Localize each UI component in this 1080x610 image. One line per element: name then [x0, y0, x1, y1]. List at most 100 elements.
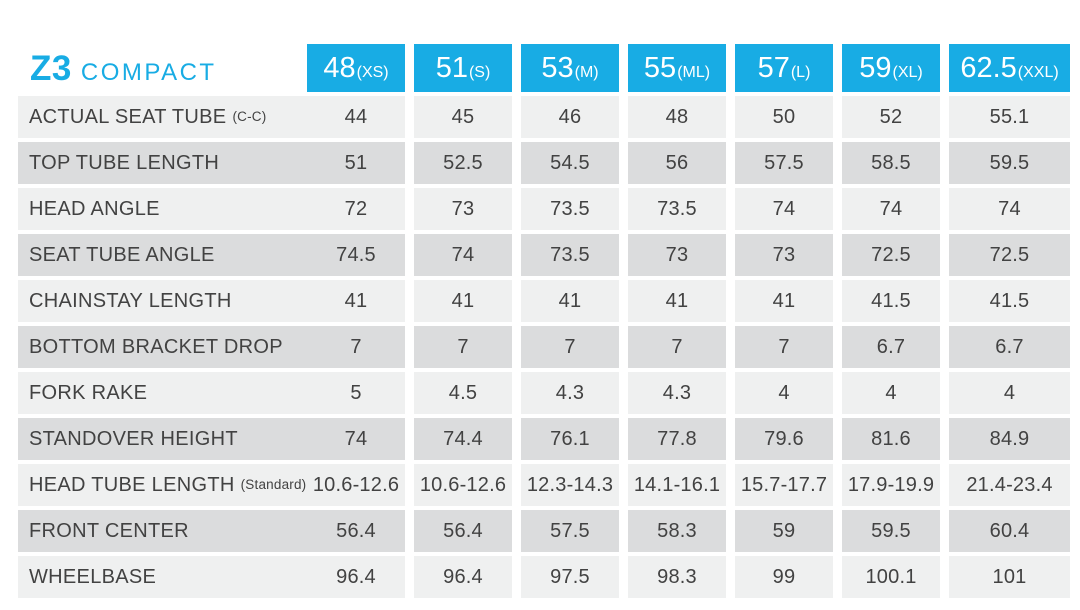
value-cell: 72.5 — [940, 234, 1070, 276]
value-cell: 6.7 — [940, 326, 1070, 368]
value-cell: 15.7-17.7 — [726, 464, 833, 506]
row-label-cell: TOP TUBE LENGTH — [18, 142, 307, 184]
value-cell: 56.4 — [307, 510, 405, 552]
value-cell: 73.5 — [512, 188, 619, 230]
value-cell: 4.5 — [405, 372, 512, 414]
size-header-row: Z3 COMPACT 48 (XS) 51 (S) 53 (M) 55 (ML) 57 (L) 59… — [18, 44, 1070, 92]
value-cell: 52 — [833, 96, 940, 138]
value-cell: 7 — [405, 326, 512, 368]
value-cell: 84.9 — [940, 418, 1070, 460]
size-header-cell: 57 (L) — [726, 44, 833, 92]
value-cell: 7 — [512, 326, 619, 368]
value-cell: 14.1-16.1 — [619, 464, 726, 506]
value-cell: 54.5 — [512, 142, 619, 184]
spec-row: HEAD TUBE LENGTH (Standard) 10.6-12.6 10.6-… — [18, 464, 1070, 506]
size-fit-label: (L) — [790, 63, 811, 81]
size-header-content: 51 (S) — [436, 53, 491, 83]
size-fit-label: (ML) — [677, 63, 711, 81]
row-label-cell: BOTTOM BRACKET DROP — [18, 326, 307, 368]
row-label-cell: FORK RAKE — [18, 372, 307, 414]
size-fit-label: (M) — [574, 63, 599, 81]
value-cell: 73.5 — [619, 188, 726, 230]
value-cell: 7 — [307, 326, 405, 368]
row-label: SEAT TUBE ANGLE — [29, 244, 215, 266]
spec-row: CHAINSTAY LENGTH 41 41 41 41 41 41.5 41.5 — [18, 280, 1070, 322]
row-label-cell: WHEELBASE — [18, 556, 307, 598]
size-header-cell: 48 (XS) — [307, 44, 405, 92]
size-value: 48 — [323, 51, 356, 84]
value-cell: 81.6 — [833, 418, 940, 460]
row-label: HEAD ANGLE — [29, 198, 160, 220]
value-cell: 74 — [307, 418, 405, 460]
value-cell: 74.5 — [307, 234, 405, 276]
value-cell: 44 — [307, 96, 405, 138]
value-cell: 96.4 — [307, 556, 405, 598]
value-cell: 76.1 — [512, 418, 619, 460]
value-cell: 98.3 — [619, 556, 726, 598]
geometry-table: Z3 COMPACT 48 (XS) 51 (S) 53 (M) 55 (ML) 57 (L) 59… — [18, 44, 1070, 598]
value-cell: 74 — [405, 234, 512, 276]
size-header-cell: 53 (M) — [512, 44, 619, 92]
size-value: 59 — [859, 51, 892, 84]
row-label: FORK RAKE — [29, 382, 148, 404]
row-label-cell: HEAD ANGLE — [18, 188, 307, 230]
size-header-content: 62.5 (XXL) — [960, 51, 1058, 84]
size-value: 62.5 — [960, 51, 1017, 84]
size-header-content: 53 (M) — [541, 51, 599, 84]
value-cell: 12.3-14.3 — [512, 464, 619, 506]
value-cell: 52.5 — [405, 142, 512, 184]
row-label-cell: HEAD TUBE LENGTH (Standard) — [18, 464, 307, 506]
value-cell: 58.5 — [833, 142, 940, 184]
value-cell: 41.5 — [833, 280, 940, 322]
value-cell: 48 — [619, 96, 726, 138]
value-cell: 60.4 — [940, 510, 1070, 552]
value-cell: 5 — [307, 372, 405, 414]
value-cell: 58.3 — [619, 510, 726, 552]
spec-rows: ACTUAL SEAT TUBE (C-C) 44 45 46 48 50 52 55.1 TOP… — [18, 96, 1070, 598]
row-label-note: (C-C) — [232, 109, 267, 125]
table-title: Z3 COMPACT — [18, 44, 307, 92]
value-cell: 41 — [512, 280, 619, 322]
model-name: Z3 — [30, 49, 72, 88]
value-cell: 96.4 — [405, 556, 512, 598]
value-cell: 4 — [940, 372, 1070, 414]
value-cell: 73.5 — [512, 234, 619, 276]
value-cell: 59 — [726, 510, 833, 552]
value-cell: 4 — [833, 372, 940, 414]
size-header-cell: 62.5 (XXL) — [940, 44, 1070, 92]
value-cell: 74 — [833, 188, 940, 230]
spec-row: ACTUAL SEAT TUBE (C-C) 44 45 46 48 50 52 55.1 — [18, 96, 1070, 138]
value-cell: 10.6-12.6 — [405, 464, 512, 506]
size-value: 53 — [541, 51, 574, 84]
size-fit-label: (S) — [468, 63, 491, 81]
value-cell: 45 — [405, 96, 512, 138]
value-cell: 51 — [307, 142, 405, 184]
value-cell: 4.3 — [512, 372, 619, 414]
value-cell: 55.1 — [940, 96, 1070, 138]
size-header-content: 59 (XL) — [859, 51, 923, 84]
value-cell: 41 — [405, 280, 512, 322]
value-cell: 46 — [512, 96, 619, 138]
row-label-note: (Standard) — [240, 477, 307, 493]
value-cell: 79.6 — [726, 418, 833, 460]
value-cell: 17.9-19.9 — [833, 464, 940, 506]
value-cell: 74 — [726, 188, 833, 230]
value-cell: 77.8 — [619, 418, 726, 460]
value-cell: 4 — [726, 372, 833, 414]
size-header-cell: 51 (S) — [405, 44, 512, 92]
value-cell: 73 — [619, 234, 726, 276]
spec-row: BOTTOM BRACKET DROP 7 7 7 7 7 6.7 6.7 — [18, 326, 1070, 368]
value-cell: 10.6-12.6 — [307, 464, 405, 506]
spec-row: WHEELBASE 96.4 96.4 97.5 98.3 99 100.1 101 — [18, 556, 1070, 598]
value-cell: 41 — [726, 280, 833, 322]
spec-row: HEAD ANGLE 72 73 73.5 73.5 74 74 74 — [18, 188, 1070, 230]
value-cell: 21.4-23.4 — [940, 464, 1070, 506]
value-cell: 56.4 — [405, 510, 512, 552]
value-cell: 99 — [726, 556, 833, 598]
value-cell: 57.5 — [726, 142, 833, 184]
size-header-cell: 55 (ML) — [619, 44, 726, 92]
value-cell: 101 — [940, 556, 1070, 598]
row-label-cell: ACTUAL SEAT TUBE (C-C) — [18, 96, 307, 138]
row-label: ACTUAL SEAT TUBE — [29, 106, 227, 128]
